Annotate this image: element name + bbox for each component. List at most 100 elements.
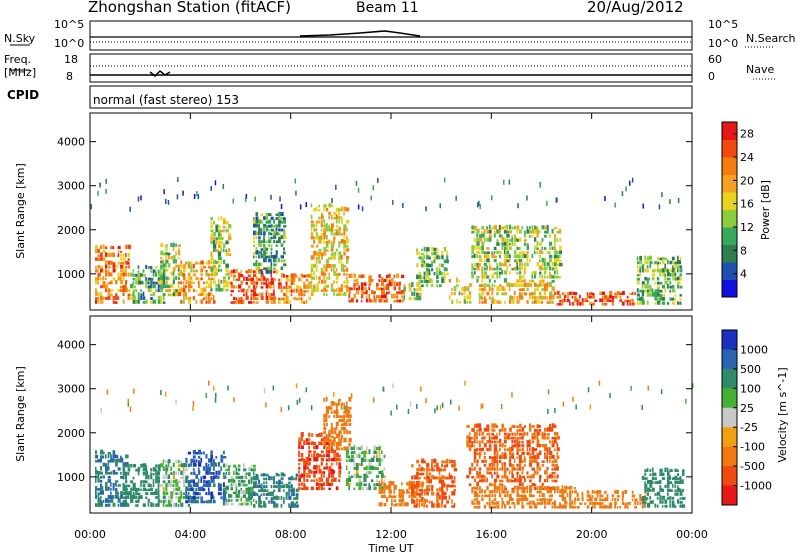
- vel-cell: [501, 483, 504, 487]
- vel-cell: [431, 500, 433, 504]
- power-cell: [513, 254, 517, 259]
- vel-speckle: [205, 393, 207, 399]
- vel-cell: [411, 464, 414, 468]
- vel-cell: [343, 426, 346, 430]
- power-cell: [646, 269, 649, 273]
- vel-cell: [310, 470, 313, 474]
- vel-cell: [481, 497, 484, 501]
- vel-cell: [433, 468, 436, 472]
- vel-cell: [190, 462, 192, 467]
- vel-cell: [243, 501, 246, 506]
- power-cell: [195, 276, 199, 281]
- vel-cell: [556, 486, 560, 490]
- power-cell: [554, 238, 556, 242]
- power-cell: [508, 295, 513, 300]
- vel-cell: [483, 455, 486, 459]
- power-cell: [473, 238, 476, 242]
- vel-cell: [466, 435, 470, 440]
- vel-cell: [513, 439, 516, 444]
- power-cell: [315, 259, 318, 264]
- power-cell: [228, 233, 231, 237]
- power-cell: [260, 231, 263, 236]
- power-cell: [551, 228, 554, 234]
- power-cell: [544, 230, 547, 234]
- power-cell: [355, 278, 359, 282]
- vel-cell: [594, 504, 596, 509]
- vel-speckle: [350, 393, 353, 399]
- vel-speckle: [372, 397, 375, 403]
- vel-cell: [365, 458, 368, 462]
- power-cell: [641, 284, 644, 289]
- vel-cell: [418, 495, 422, 498]
- power-cell: [303, 281, 306, 286]
- power-cell: [574, 297, 578, 303]
- power-cell: [516, 254, 520, 259]
- power-cell: [280, 212, 284, 217]
- vel-cell: [338, 447, 341, 451]
- vel-cell: [576, 497, 580, 501]
- power-cell: [177, 267, 180, 272]
- power-cell: [330, 247, 334, 252]
- power-cell: [363, 274, 365, 278]
- power-cell: [177, 277, 180, 280]
- vel-cell: [481, 436, 484, 440]
- power-cell: [127, 244, 132, 250]
- power-cell: [263, 227, 265, 232]
- vel-cell: [526, 451, 530, 456]
- vel-cell: [511, 497, 514, 501]
- vel-cell: [428, 484, 431, 488]
- power-cell: [210, 293, 213, 296]
- vel-cell: [358, 447, 362, 450]
- power-data-layer: [90, 177, 683, 306]
- vel-cell: [423, 468, 426, 472]
- power-cell: [222, 279, 227, 284]
- power-cell: [135, 277, 139, 281]
- vel-cell: [539, 443, 541, 448]
- vel-cell: [511, 479, 515, 483]
- power-cell: [137, 299, 140, 304]
- vel-cell: [393, 499, 397, 503]
- power-blob: [348, 273, 405, 303]
- power-cell: [340, 239, 344, 244]
- vel-cell: [471, 428, 475, 432]
- power-cell: [536, 226, 538, 230]
- power-cell: [556, 290, 560, 295]
- vel-cell: [290, 492, 294, 496]
- power-cell: [255, 261, 258, 267]
- vel-cell: [682, 496, 686, 500]
- power-cell: [549, 251, 551, 254]
- power-cell: [210, 255, 214, 260]
- power-cell: [295, 297, 298, 301]
- vel-cell: [125, 499, 127, 503]
- power-cell: [283, 247, 285, 251]
- power-cell: [162, 279, 165, 284]
- power-cell: [215, 227, 219, 233]
- vel-cell: [328, 466, 332, 470]
- vel-cell: [338, 398, 341, 402]
- vel-cell: [195, 500, 199, 504]
- power-cell: [132, 295, 136, 300]
- vel-cell: [210, 450, 213, 455]
- power-cell: [526, 245, 529, 250]
- vel-cell: [180, 470, 183, 476]
- power-cell: [561, 301, 564, 306]
- power-cell: [160, 256, 163, 260]
- vel-cell: [486, 477, 488, 483]
- power-cell: [167, 293, 172, 297]
- vel-cell: [348, 482, 351, 486]
- power-cell: [345, 227, 348, 232]
- vel-cell: [486, 447, 490, 452]
- power-cell: [243, 288, 245, 293]
- vel-cell: [363, 458, 366, 462]
- vel-cell: [526, 432, 529, 436]
- vel-cell: [529, 448, 531, 452]
- power-cell: [408, 296, 412, 301]
- power-cell: [493, 225, 498, 230]
- vel-cell: [127, 471, 130, 476]
- power-cell: [125, 244, 128, 250]
- power-cell: [370, 278, 374, 283]
- power-cell: [478, 255, 482, 259]
- power-cell: [202, 287, 207, 292]
- power-cell: [416, 282, 420, 288]
- vel-cell: [408, 485, 412, 490]
